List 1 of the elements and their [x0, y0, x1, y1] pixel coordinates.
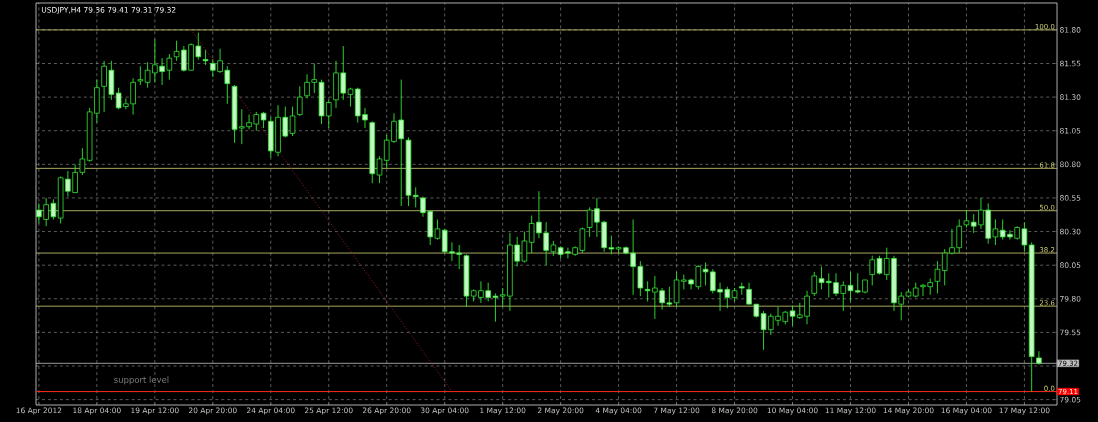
annotation: support level: [114, 376, 169, 385]
